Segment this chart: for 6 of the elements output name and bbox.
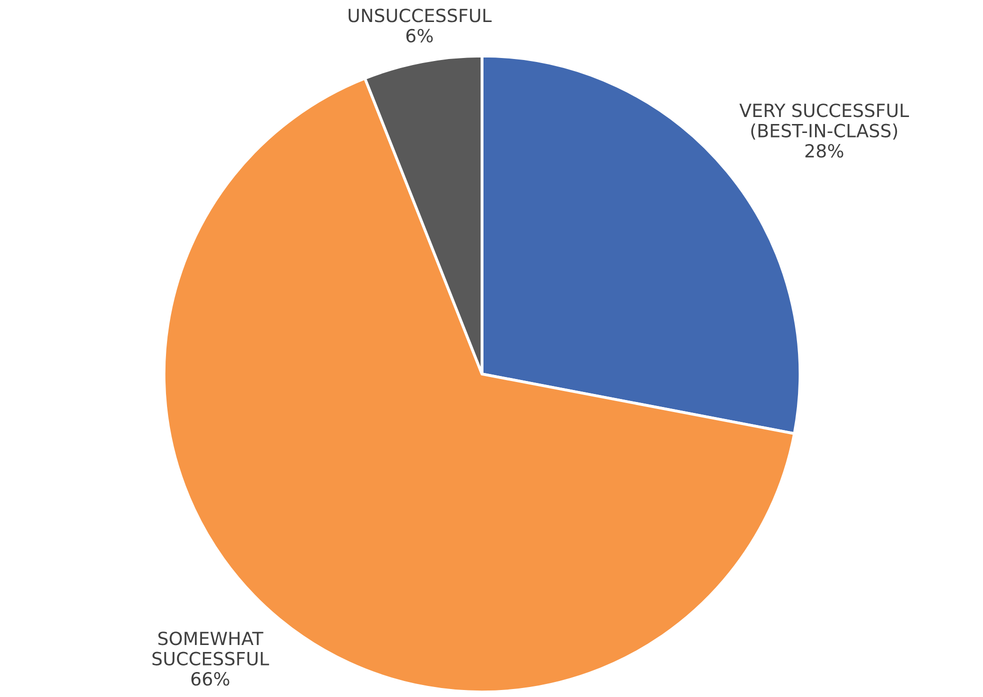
slice-label: VERY SUCCESSFUL (BEST-IN-CLASS) <box>739 104 909 140</box>
data-label: 28% <box>805 144 844 158</box>
data-label: 6% <box>406 28 433 43</box>
slice-label: UNSUCCESSFUL <box>348 8 492 22</box>
data-label: 66% <box>191 672 230 686</box>
slice-label: SOMEWHAT SUCCESSFUL <box>152 632 270 666</box>
